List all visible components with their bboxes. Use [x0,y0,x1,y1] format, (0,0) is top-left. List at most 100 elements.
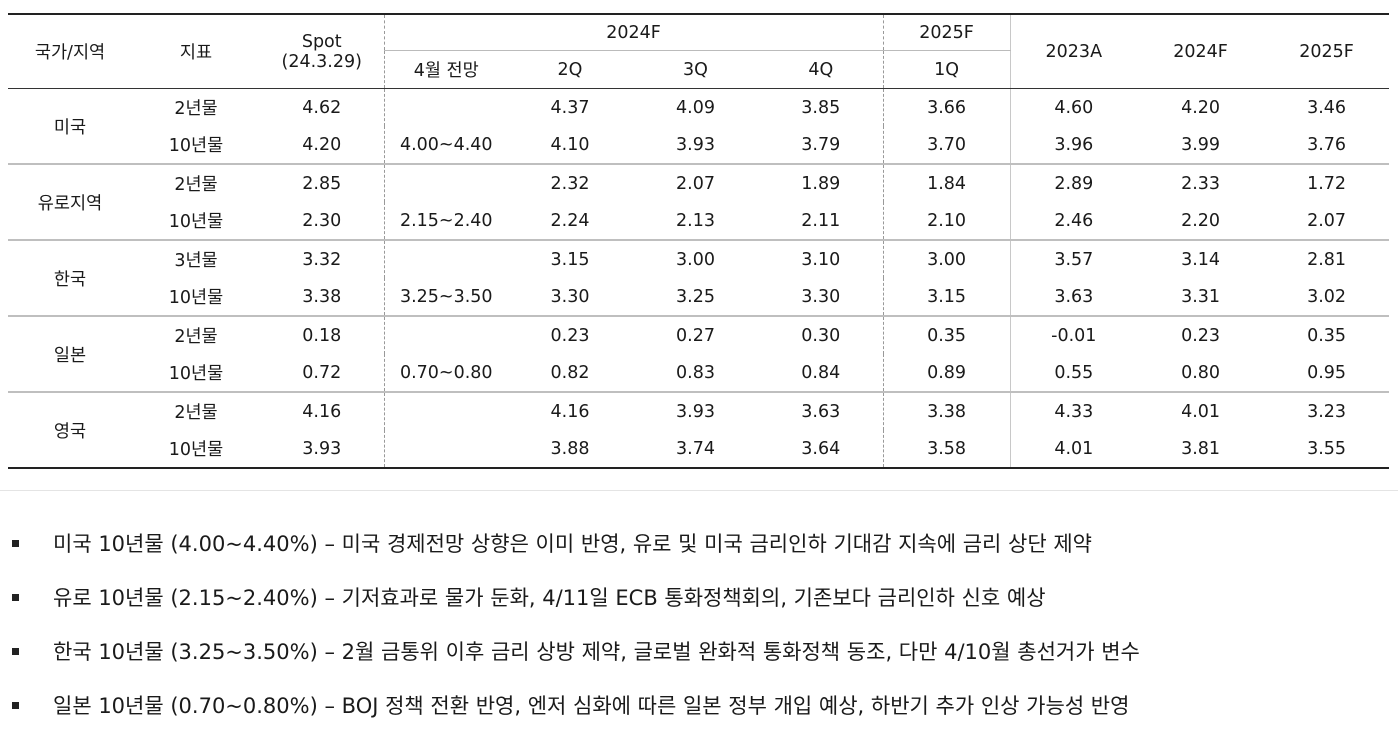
q2-cell: 3.30 [508,278,632,317]
q3-cell: 3.00 [676,249,715,270]
q1-2025-cell: 3.38 [927,401,967,422]
country-cell: 일본 [8,316,132,393]
indicator-cell: 2년물 [174,327,218,347]
y2025-cell: 0.95 [1264,354,1390,393]
header-indicator: 지표 [132,13,260,89]
q2-cell: 2.32 [550,173,590,194]
q3-cell: 3.93 [676,401,715,422]
q4-cell: 2.11 [759,202,884,241]
table-row: 한국 3년물 3.32 3.15 3.00 3.10 3.00 3.57 3.1… [8,240,1389,317]
april-cell: 4.00~4.40 [384,126,508,165]
table-row: 10년물 3.93 3.88 3.74 3.64 3.58 4.01 3.81 … [8,430,1390,469]
note-text: 한국 10년물 (3.25~3.50%) – 2월 금통위 이후 금리 상방 제… [53,640,1140,664]
list-item: 한국 10년물 (3.25~3.50%) – 2월 금통위 이후 금리 상방 제… [8,624,1388,678]
header-2024f: 2024F [1137,13,1265,89]
indicator-cell: 2년물 [174,403,218,423]
spot-cell: 4.20 [260,126,385,165]
q2-cell: 3.15 [550,249,590,270]
y2025-cell: 3.46 [1307,97,1347,118]
y2024-cell: 0.80 [1137,354,1265,393]
y2023-cell: 4.01 [1009,430,1138,469]
y2024-cell: 3.14 [1181,249,1221,270]
y2024-cell: 4.20 [1181,97,1221,118]
country-cell: 영국 [8,392,132,469]
y2023-cell: 2.46 [1009,202,1138,241]
list-item: 미국 10년물 (4.00~4.40%) – 미국 경제전망 상향은 이미 반영… [8,516,1388,570]
country-cell: 한국 [8,240,132,317]
q1-2025-cell: 3.66 [927,97,967,118]
commentary-list: 미국 10년물 (4.00~4.40%) – 미국 경제전망 상향은 이미 반영… [8,516,1388,732]
header-spot: Spot (24.3.29) [260,13,385,89]
y2024-cell: 2.20 [1137,202,1265,241]
header-2023a: 2023A [1009,13,1138,89]
y2025-cell: 3.55 [1264,430,1390,469]
april-cell [384,240,508,278]
april-cell [384,164,508,202]
bond-yield-forecast-table: 국가/지역 지표 Spot (24.3.29) 2024F 2025F 2023… [8,13,1390,469]
q4-cell: 3.30 [759,278,884,317]
y2024-cell: 3.31 [1137,278,1265,317]
y2023-cell: 2.89 [1009,164,1138,202]
q3-cell: 4.09 [676,97,715,118]
q2-cell: 2.24 [508,202,632,241]
q2-cell: 4.37 [550,97,590,118]
y2025-cell: 2.07 [1264,202,1390,241]
note-text: 미국 10년물 (4.00~4.40%) – 미국 경제전망 상향은 이미 반영… [53,532,1092,556]
y2024-cell: 3.99 [1137,126,1265,165]
indicator-cell: 10년물 [132,202,260,241]
table-row: 일본 2년물 0.18 0.23 0.27 0.30 0.35 -0.01 0.… [8,316,1389,393]
y2025-cell: 2.81 [1307,249,1347,270]
header-country: 국가/지역 [8,13,132,89]
table-row: 10년물 2.30 2.15~2.40 2.24 2.13 2.11 2.10 … [8,202,1390,241]
table-body: 미국 2년물 4.62 4.37 4.09 3.85 3.66 4.60 4.2… [8,88,1390,469]
spot-cell: 4.62 [260,88,385,126]
q4-cell: 3.85 [759,88,884,126]
q3-cell: 3.74 [632,430,759,469]
y2024-cell: 0.23 [1181,325,1221,346]
q2-cell: 4.16 [550,401,590,422]
indicator-cell: 2년물 [174,99,218,119]
header-2025f: 2025F [1264,13,1390,89]
table-row: 10년물 4.20 4.00~4.40 4.10 3.93 3.79 3.70 … [8,126,1390,165]
country-cell: 미국 [8,88,132,165]
header-2q: 2Q [508,50,632,89]
header-4q: 4Q [759,50,884,89]
spot-cell: 2.85 [260,164,385,202]
table-row: 10년물 0.72 0.70~0.80 0.82 0.83 0.84 0.89 … [8,354,1390,393]
q2-cell: 4.10 [508,126,632,165]
header-spot-line1: Spot [301,31,342,52]
spot-cell: 2.30 [260,202,385,241]
q3-cell: 3.25 [632,278,759,317]
indicator-cell: 10년물 [132,430,260,469]
april-cell [384,392,508,430]
q4-cell: 3.10 [759,240,884,278]
q3-cell: 0.27 [676,325,715,346]
spot-cell: 0.18 [260,316,385,354]
q3-cell: 2.13 [632,202,759,241]
spot-cell: 3.32 [260,240,385,278]
q2-cell: 0.82 [508,354,632,393]
header-group-2024f: 2024F [384,13,884,51]
note-text: 일본 10년물 (0.70~0.80%) – BOJ 정책 전환 반영, 엔저 … [53,694,1130,718]
april-cell [384,316,508,354]
y2024-cell: 4.01 [1181,401,1221,422]
header-group-2025f: 2025F [883,13,1011,51]
table-row: 미국 2년물 4.62 4.37 4.09 3.85 3.66 4.60 4.2… [8,88,1389,165]
april-cell [384,89,508,127]
q1-2025-cell: 0.35 [927,325,967,346]
y2025-cell: 0.35 [1307,325,1347,346]
y2025-cell: 3.76 [1264,126,1390,165]
q4-cell: 3.63 [759,392,884,430]
y2025-cell: 1.72 [1307,173,1347,194]
q1-2025-cell: 3.70 [883,126,1011,165]
y2023-cell: 3.63 [1009,278,1138,317]
table-header: 국가/지역 지표 Spot (24.3.29) 2024F 2025F 2023… [8,13,1390,89]
header-april-forecast: 4월 전망 [384,50,508,89]
q2-cell: 3.88 [508,430,632,469]
y2023-cell: 4.60 [1009,88,1138,126]
y2023-cell: -0.01 [1009,316,1138,354]
y2024-cell: 3.81 [1137,430,1265,469]
april-cell: 2.15~2.40 [384,202,508,241]
bullet-icon [12,593,19,601]
q3-cell: 0.83 [632,354,759,393]
